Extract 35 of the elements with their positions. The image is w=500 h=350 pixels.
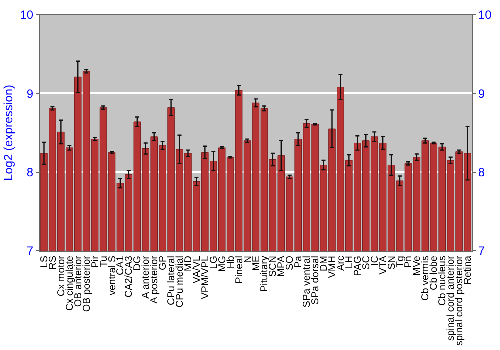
x-tick-label: Pineal <box>234 256 246 284</box>
x-tick-label: IC <box>370 256 381 266</box>
x-tick-label: OB posterior <box>82 255 93 312</box>
x-tick-label: Cx cingulate <box>64 256 76 312</box>
x-tick-label: Tu <box>98 256 110 268</box>
x-tick-label: VTA <box>378 256 390 275</box>
y-tick-label: 9 <box>26 86 34 101</box>
x-tick-label: Hb <box>226 256 237 269</box>
x-tick-label: N <box>242 256 254 264</box>
x-tick-label: A posterior <box>150 255 161 304</box>
x-tick-label: ME <box>251 256 262 271</box>
y-tick-label: 8 <box>26 166 34 180</box>
x-tick-label: Arc <box>336 256 347 271</box>
y2-tick-label: 9 <box>478 86 486 101</box>
x-tick-label: Pir <box>90 255 102 268</box>
y2-tick-label: 7 <box>478 244 486 258</box>
x-tick-label: PAG <box>352 256 364 276</box>
x-tick-label: VPM/VPL <box>200 256 212 300</box>
x-tick-label: spinal cord posterior <box>454 255 466 346</box>
y-tick-label: 7 <box>26 244 34 258</box>
x-tick-label: SN <box>386 256 398 270</box>
x-tick-label: OB anterior <box>73 255 84 308</box>
x-tick-label: SC <box>361 256 372 270</box>
y-tick-label: 10 <box>20 8 34 22</box>
x-tick-label: LG <box>208 256 220 270</box>
x-tick-label: Pituitary <box>260 256 271 292</box>
x-tick-label: RS <box>48 256 59 270</box>
x-tick-label: Tg <box>395 256 406 268</box>
x-tick-label: LS <box>39 256 50 268</box>
x-tick-label: LH <box>344 256 356 269</box>
x-tick-label: Retina <box>463 256 474 285</box>
y2-tick-label: 8 <box>478 166 486 180</box>
y2-tick-label: 10 <box>478 8 492 22</box>
x-tick-label: VMH <box>327 256 338 278</box>
y-axis-title: Log2 (expression) <box>2 84 16 182</box>
